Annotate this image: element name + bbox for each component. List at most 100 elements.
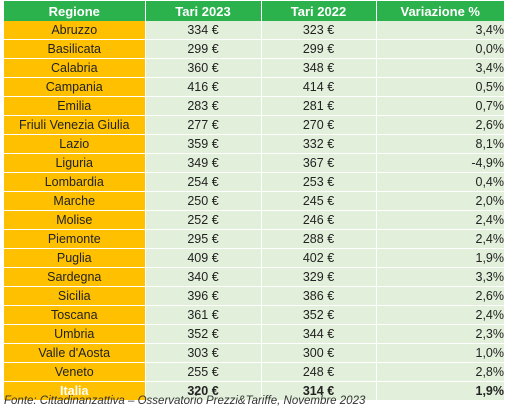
cell-variazione: 2,4% — [376, 229, 504, 249]
table-row: Valle d'Aosta 303 €300 €1,0% — [4, 343, 504, 363]
cell-regione: Molise — [4, 210, 146, 230]
cell-regione: Abruzzo — [4, 21, 146, 40]
table-row: Toscana 361 €352 €2,4% — [4, 305, 504, 325]
cell-variazione: 2,6% — [376, 115, 504, 135]
cell-tari-2023: 416 € — [145, 77, 262, 97]
source-note: Fonte: Cittadinanzattiva – Osservatorio … — [4, 395, 366, 407]
cell-tari-2022: 248 € — [261, 362, 377, 382]
cell-regione: Friuli Venezia Giulia — [4, 115, 146, 135]
cell-regione: Basilicata — [4, 39, 146, 59]
cell-tari-2022: 344 € — [261, 324, 377, 344]
cell-tari-2023: 360 € — [145, 58, 262, 78]
cell-tari-2023: 409 € — [145, 248, 262, 268]
cell-variazione: 8,1% — [376, 134, 504, 154]
table-row: Emilia 283 €281 €0,7% — [4, 96, 504, 116]
cell-tari-2023: 277 € — [145, 115, 262, 135]
table-row-total: Italia 320 €314 €1,9% — [4, 381, 504, 401]
cell-regione: Toscana — [4, 305, 146, 325]
cell-variazione: 2,4% — [376, 210, 504, 230]
cell-tari-2023: 299 € — [145, 39, 262, 59]
header-regione: Regione — [4, 1, 146, 21]
cell-variazione: 3,3% — [376, 267, 504, 287]
cell-tari-2023: 352 € — [145, 324, 262, 344]
cell-variazione: 3,4% — [376, 58, 504, 78]
table-row: Basilicata 299 €299 €0,0% — [4, 39, 504, 59]
cell-regione: Veneto — [4, 362, 146, 382]
cell-variazione: 0,4% — [376, 172, 504, 192]
cell-tari-2023: 252 € — [145, 210, 262, 230]
cell-regione: Lazio — [4, 134, 146, 154]
cell-regione: Emilia — [4, 96, 146, 116]
table-row: Umbria 352 €344 €2,3% — [4, 324, 504, 344]
cell-tari-2023: 359 € — [145, 134, 262, 154]
cell-regione: Liguria — [4, 153, 146, 173]
cell-variazione: 2,8% — [376, 362, 504, 382]
cell-tari-2022: 253 € — [261, 172, 377, 192]
header-tari-2022: Tari 2022 — [261, 1, 377, 21]
cell-tari-2023: 361 € — [145, 305, 262, 325]
cell-variazione: 1,0% — [376, 343, 504, 363]
table-row: Calabria 360 €348 €3,4% — [4, 58, 504, 78]
cell-variazione: 0,5% — [376, 77, 504, 97]
cell-tari-2022: 414 € — [261, 77, 377, 97]
cell-regione: Calabria — [4, 58, 146, 78]
cell-regione: Lombardia — [4, 172, 146, 192]
table-row: Campania 416 €414 €0,5% — [4, 77, 504, 97]
table-row: Puglia 409 €402 €1,9% — [4, 248, 504, 268]
table-row: Friuli Venezia Giulia 277 €270 €2,6% — [4, 115, 504, 135]
table-row: Piemonte 295 €288 €2,4% — [4, 229, 504, 249]
table-row: Lombardia 254 €253 €0,4% — [4, 172, 504, 192]
cell-tari-2022: 348 € — [261, 58, 377, 78]
table-body: Abruzzo 334 €323 €3,4% Basilicata 299 €299 … — [4, 21, 504, 401]
cell-tari-2023: 295 € — [145, 229, 262, 249]
cell-tari-2022: 300 € — [261, 343, 377, 363]
cell-tari-2022: 299 € — [261, 39, 377, 59]
cell-tari-2023: 255 € — [145, 362, 262, 382]
cell-variazione: 2,0% — [376, 191, 504, 211]
cell-tari-2022: 288 € — [261, 229, 377, 249]
cell-tari-2023: 334 € — [145, 21, 262, 40]
header-variazione: Variazione % — [376, 1, 504, 21]
cell-tari-2022: 314 € — [261, 381, 377, 401]
cell-regione: Sardegna — [4, 267, 146, 287]
cell-variazione: 0,0% — [376, 39, 504, 59]
cell-tari-2022: 245 € — [261, 191, 377, 211]
cell-tari-2022: 352 € — [261, 305, 377, 325]
cell-variazione: 0,7% — [376, 96, 504, 116]
cell-regione: Marche — [4, 191, 146, 211]
cell-tari-2023: 250 € — [145, 191, 262, 211]
table-row: Marche 250 €245 €2,0% — [4, 191, 504, 211]
cell-tari-2022: 386 € — [261, 286, 377, 306]
cell-tari-2022: 270 € — [261, 115, 377, 135]
table-row: Sardegna 340 €329 €3,3% — [4, 267, 504, 287]
cell-variazione: 1,9% — [376, 248, 504, 268]
cell-variazione: 2,6% — [376, 286, 504, 306]
cell-regione: Puglia — [4, 248, 146, 268]
cell-regione: Campania — [4, 77, 146, 97]
cell-tari-2023: 283 € — [145, 96, 262, 116]
table-row: Molise 252 €246 €2,4% — [4, 210, 504, 230]
cell-tari-2022: 281 € — [261, 96, 377, 116]
cell-tari-2022: 323 € — [261, 21, 377, 40]
tari-table-container: Regione Tari 2023 Tari 2022 Variazione %… — [4, 1, 504, 401]
cell-variazione: 2,4% — [376, 305, 504, 325]
cell-variazione: 1,9% — [376, 381, 504, 401]
table-row: Liguria 349 €367 € -4,9% — [4, 153, 504, 173]
table-row: Sicilia 396 €386 €2,6% — [4, 286, 504, 306]
table-row: Abruzzo 334 €323 €3,4% — [4, 21, 504, 40]
cell-tari-2023: 320 € — [145, 381, 262, 401]
cell-tari-2023: 254 € — [145, 172, 262, 192]
table-header-row: Regione Tari 2023 Tari 2022 Variazione % — [4, 1, 504, 21]
cell-tari-2022: 332 € — [261, 134, 377, 154]
cell-tari-2023: 303 € — [145, 343, 262, 363]
cell-tari-2023: 340 € — [145, 267, 262, 287]
cell-variazione: -4,9% — [376, 153, 504, 173]
cell-tari-2022: 402 € — [261, 248, 377, 268]
cell-regione: Piemonte — [4, 229, 146, 249]
cell-tari-2023: 396 € — [145, 286, 262, 306]
cell-regione: Italia — [4, 381, 146, 401]
cell-tari-2022: 329 € — [261, 267, 377, 287]
tari-table: Regione Tari 2023 Tari 2022 Variazione %… — [4, 1, 504, 401]
cell-regione: Valle d'Aosta — [4, 343, 146, 363]
cell-variazione: 3,4% — [376, 21, 504, 40]
